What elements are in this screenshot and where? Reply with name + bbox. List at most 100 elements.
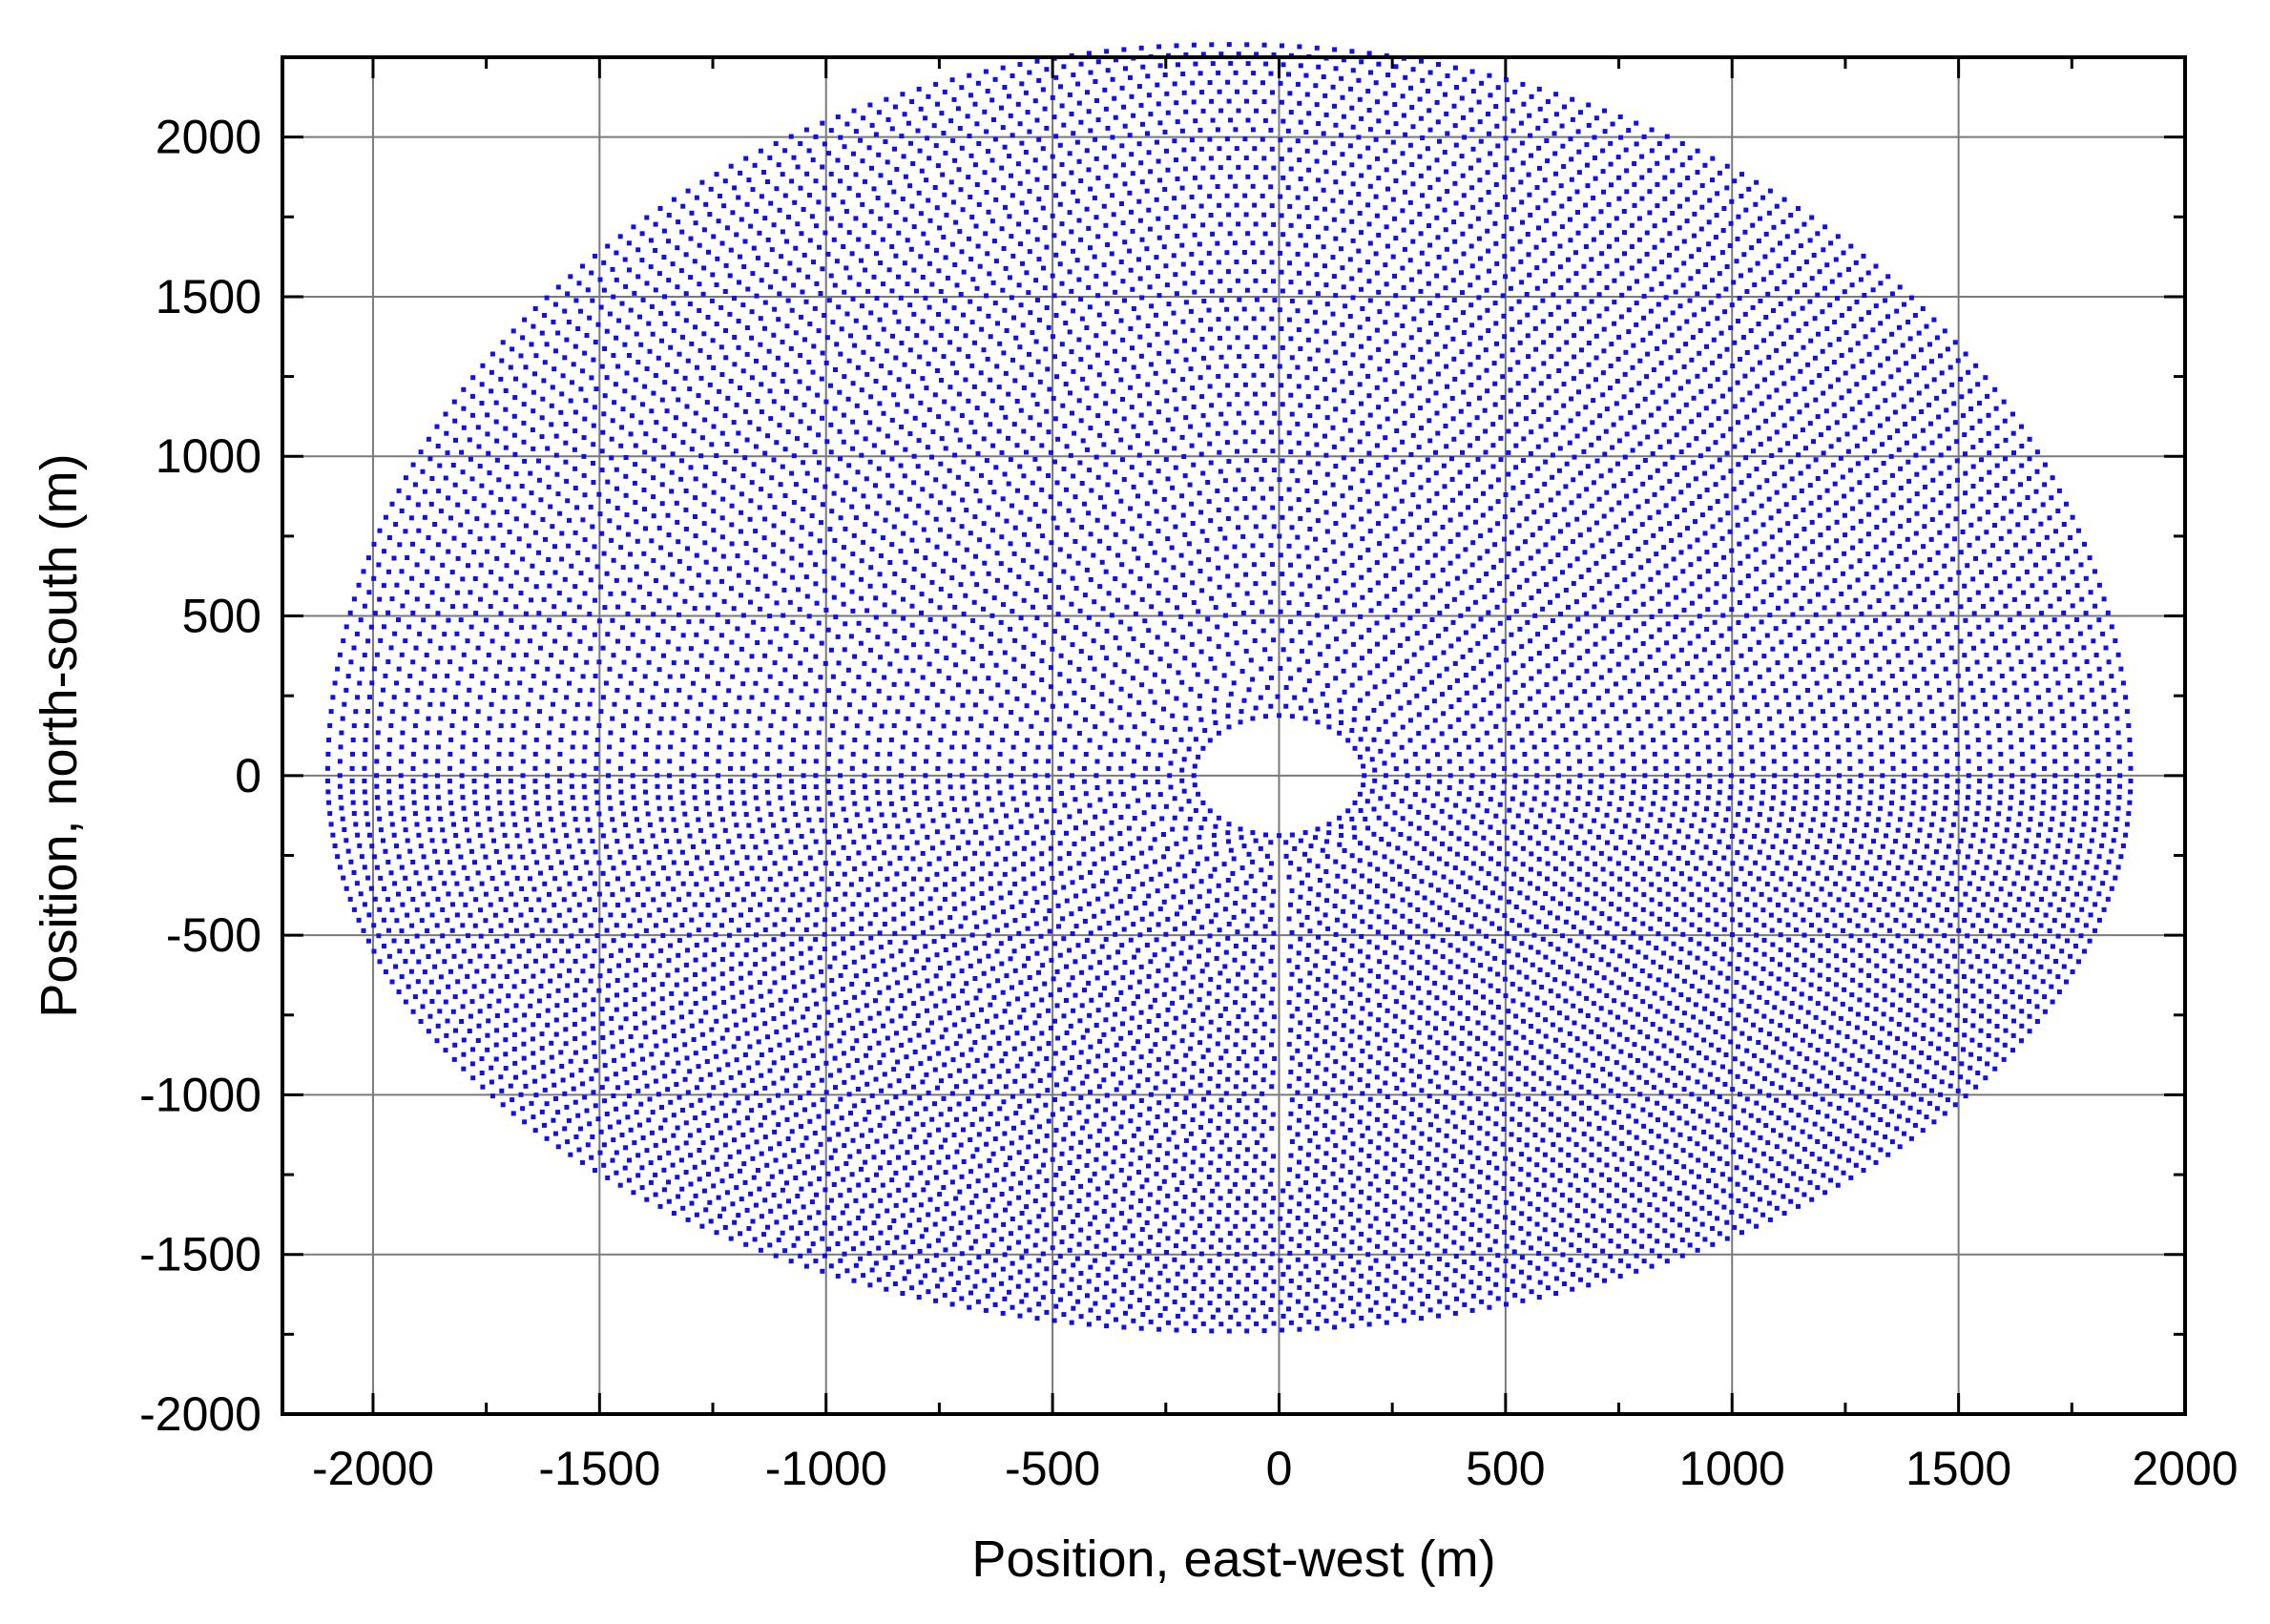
heliostat-point [1012, 525, 1018, 531]
heliostat-point [1120, 975, 1126, 981]
heliostat-point [966, 840, 971, 845]
heliostat-point [1035, 359, 1041, 364]
heliostat-point [961, 459, 967, 465]
heliostat-point [1506, 449, 1511, 455]
heliostat-point [979, 625, 985, 631]
heliostat-point [989, 632, 993, 637]
heliostat-point [1525, 991, 1531, 997]
heliostat-point [825, 467, 831, 472]
heliostat-point [1246, 851, 1252, 857]
heliostat-point [1244, 344, 1250, 350]
heliostat-point [868, 818, 874, 823]
heliostat-point [1364, 746, 1370, 752]
heliostat-point [1486, 610, 1491, 615]
heliostat-point [1128, 506, 1134, 511]
heliostat-point [986, 851, 991, 857]
heliostat-point [1384, 1066, 1389, 1072]
heliostat-point [1009, 710, 1014, 715]
heliostat-point [1670, 812, 1676, 818]
heliostat-point [1101, 1077, 1107, 1083]
heliostat-point [1483, 449, 1489, 455]
heliostat-point [1315, 826, 1321, 832]
heliostat-point [1543, 1033, 1549, 1039]
heliostat-point [1747, 870, 1753, 876]
heliostat-point [1018, 510, 1024, 515]
heliostat-point [1270, 335, 1276, 341]
heliostat-point [995, 682, 1001, 688]
heliostat-point [1760, 599, 1766, 605]
heliostat-point [1418, 485, 1424, 490]
heliostat-point [1638, 730, 1644, 736]
heliostat-point [1510, 998, 1516, 1004]
heliostat-point [1393, 1057, 1398, 1063]
heliostat-point [1688, 562, 1694, 568]
heliostat-point [955, 540, 961, 546]
heliostat-point [1341, 980, 1346, 986]
heliostat-point [1162, 1079, 1168, 1085]
heliostat-point [1620, 560, 1626, 565]
heliostat-point [1227, 344, 1233, 350]
heliostat-point [1407, 821, 1413, 826]
heliostat-point [1724, 871, 1730, 877]
heliostat-point [1576, 866, 1582, 872]
heliostat-point [1155, 331, 1160, 337]
heliostat-point [876, 688, 882, 694]
heliostat-point [1079, 1003, 1085, 1009]
heliostat-point [997, 638, 1003, 644]
heliostat-point [1040, 963, 1046, 968]
heliostat-point [950, 517, 956, 523]
heliostat-point [889, 998, 895, 1004]
heliostat-point [999, 406, 1005, 410]
heliostat-point [760, 886, 766, 892]
heliostat-point [1493, 813, 1499, 819]
heliostat-point [1489, 841, 1494, 846]
heliostat-point [803, 574, 809, 580]
heliostat-point [1332, 989, 1337, 994]
heliostat-point [850, 902, 856, 907]
heliostat-point [1031, 652, 1035, 656]
heliostat-point [1672, 801, 1677, 806]
heliostat-point [1432, 510, 1438, 516]
heliostat-point [996, 385, 1002, 390]
heliostat-point [782, 855, 788, 861]
heliostat-point [862, 695, 867, 700]
heliostat-point [1024, 1025, 1029, 1031]
heliostat-point [1569, 876, 1574, 882]
heliostat-point [1224, 992, 1230, 998]
heliostat-point [1675, 765, 1680, 771]
heliostat-point [1640, 641, 1646, 646]
heliostat-point [1278, 609, 1283, 614]
heliostat-point [1502, 717, 1508, 722]
heliostat-point [1333, 464, 1339, 468]
heliostat-point [1644, 498, 1650, 504]
heliostat-point [707, 723, 712, 729]
heliostat-point [1391, 331, 1397, 337]
heliostat-point [943, 1027, 948, 1032]
heliostat-point [1197, 1082, 1203, 1088]
heliostat-point [1224, 632, 1230, 637]
heliostat-point [1385, 614, 1390, 620]
heliostat-point [909, 829, 915, 835]
heliostat-point [1534, 773, 1540, 779]
heliostat-point [1173, 971, 1178, 977]
heliostat-point [1689, 891, 1695, 897]
heliostat-point [1187, 816, 1193, 822]
heliostat-point [1067, 814, 1073, 820]
heliostat-point [843, 1000, 848, 1005]
heliostat-point [789, 789, 795, 795]
heliostat-point [990, 528, 995, 533]
heliostat-point [1314, 1116, 1320, 1122]
heliostat-point [1540, 566, 1546, 572]
heliostat-point [1711, 822, 1717, 828]
heliostat-point [1081, 546, 1087, 552]
heliostat-point [1768, 593, 1774, 597]
heliostat-point [1357, 754, 1363, 760]
heliostat-point [1142, 780, 1148, 785]
heliostat-point [1025, 581, 1031, 587]
heliostat-point [1022, 963, 1027, 968]
heliostat-point [1490, 443, 1496, 448]
heliostat-point [819, 640, 824, 646]
heliostat-point [1315, 347, 1321, 353]
heliostat-point [899, 1042, 905, 1048]
heliostat-point [1415, 780, 1421, 784]
